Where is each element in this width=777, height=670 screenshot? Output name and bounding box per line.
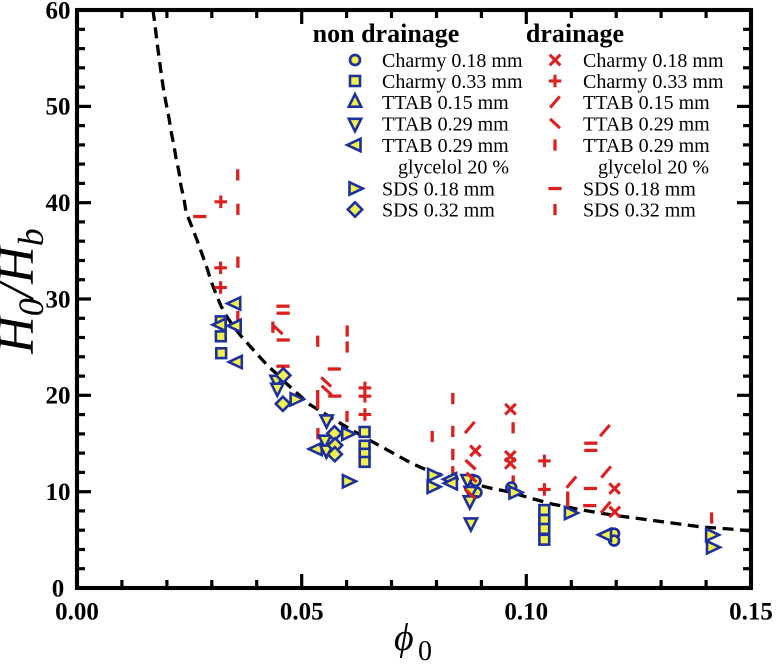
svg-text:SDS 0.32 mm: SDS 0.32 mm [583,200,696,222]
svg-text:30: 30 [46,286,71,313]
svg-text:drainage: drainage [526,19,624,48]
svg-text:50: 50 [46,94,71,121]
svg-text:Charmy 0.33 mm: Charmy 0.33 mm [583,71,724,93]
svg-text:20: 20 [46,383,71,410]
svg-text:0.00: 0.00 [55,599,99,626]
svg-text:SDS 0.32 mm: SDS 0.32 mm [382,200,495,222]
svg-text:H0/Hb: H0/Hb [0,228,51,355]
svg-text:Charmy 0.33 mm: Charmy 0.33 mm [382,71,523,93]
svg-text:Charmy 0.18 mm: Charmy 0.18 mm [583,50,724,72]
svg-text:0.10: 0.10 [504,599,548,626]
svg-text:Charmy 0.18 mm: Charmy 0.18 mm [382,50,523,72]
svg-text:SDS 0.18 mm: SDS 0.18 mm [583,179,696,201]
svg-text:TTAB 0.29 mm: TTAB 0.29 mm [382,114,509,136]
svg-text:SDS 0.18 mm: SDS 0.18 mm [382,179,495,201]
svg-text:60: 60 [46,0,71,24]
svg-text:0.05: 0.05 [280,599,324,626]
svg-text:TTAB 0.15 mm: TTAB 0.15 mm [583,92,710,114]
svg-text:0: 0 [418,636,432,665]
svg-text:glycelol 20 %: glycelol 20 % [598,157,709,179]
svg-text:40: 40 [46,190,71,217]
svg-text:TTAB 0.15 mm: TTAB 0.15 mm [382,92,509,114]
svg-text:0.15: 0.15 [729,599,773,626]
svg-text:TTAB 0.29 mm: TTAB 0.29 mm [583,114,710,136]
svg-text:ϕ: ϕ [394,617,414,659]
svg-text:TTAB 0.29 mm: TTAB 0.29 mm [382,135,509,157]
svg-text:0: 0 [52,575,65,602]
svg-text:10: 10 [46,479,71,506]
svg-text:non drainage: non drainage [313,19,460,48]
svg-text:TTAB 0.29 mm: TTAB 0.29 mm [583,135,710,157]
svg-text:glycelol 20 %: glycelol 20 % [398,157,509,179]
